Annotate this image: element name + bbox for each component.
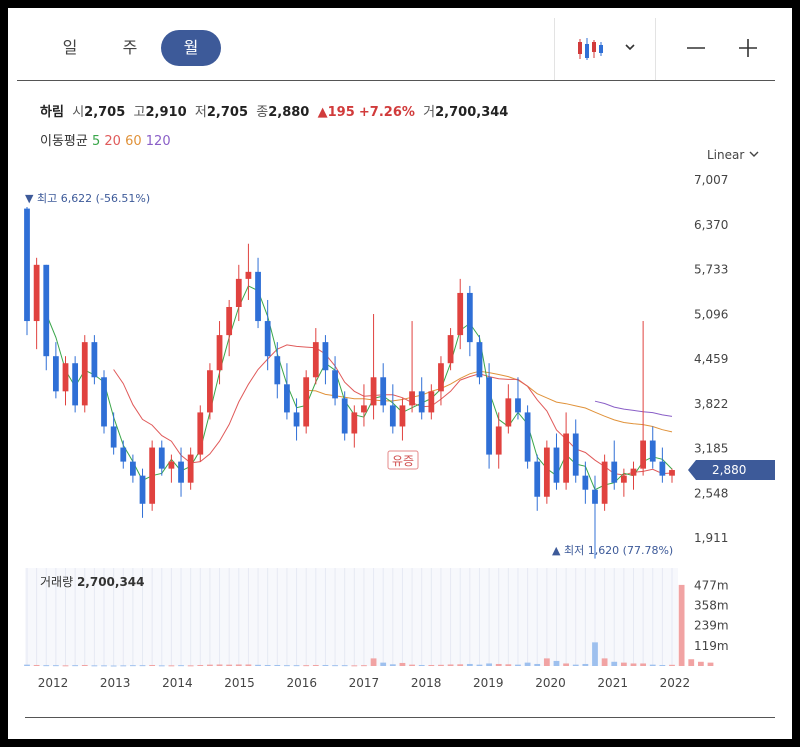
scale-selector[interactable]: Linear: [707, 148, 760, 162]
tab-weekly[interactable]: 주: [122, 38, 138, 57]
high-value: 2,910: [145, 105, 187, 120]
high-label: 고: [133, 105, 146, 120]
zoom-in-icon[interactable]: [738, 38, 758, 62]
period-toolbar: 일 주 월: [17, 18, 775, 81]
scale-mode-label: Linear: [707, 148, 745, 162]
volume-value: 2,700,344: [435, 105, 509, 120]
chevron-down-icon: [749, 151, 759, 157]
bottom-divider: [25, 717, 775, 718]
candlestick-icon[interactable]: [577, 36, 605, 66]
open-value: 2,705: [84, 105, 126, 120]
change-percent: +7.26%: [358, 105, 415, 120]
ma-period-20[interactable]: 20: [100, 134, 121, 149]
zoom-out-icon[interactable]: [686, 38, 706, 62]
toolbar-divider: [554, 18, 555, 80]
tab-daily[interactable]: 일: [62, 38, 78, 57]
toolbar-divider: [655, 18, 656, 80]
close-label: 종: [256, 105, 269, 120]
ma-period-120[interactable]: 120: [141, 134, 171, 149]
ma-period-60[interactable]: 60: [120, 134, 142, 149]
ma-period-5[interactable]: 5: [91, 134, 101, 149]
stock-name: 하림: [40, 105, 64, 120]
volume-label: 거: [423, 105, 436, 120]
low-label: 저: [194, 105, 207, 120]
tab-monthly[interactable]: 월: [161, 30, 221, 66]
low-value: 2,705: [206, 105, 248, 120]
open-label: 시: [72, 105, 85, 120]
change-value: ▲195: [317, 105, 355, 120]
close-value: 2,880: [268, 105, 310, 120]
ma-label: 이동평균: [40, 134, 88, 149]
price-summary: 하림 시2,705 고2,910 저2,705 종2,880 ▲195 +7.2…: [40, 101, 508, 120]
moving-average-legend: 이동평균 5 20 60 120: [40, 130, 171, 149]
chevron-down-icon[interactable]: [624, 38, 636, 57]
